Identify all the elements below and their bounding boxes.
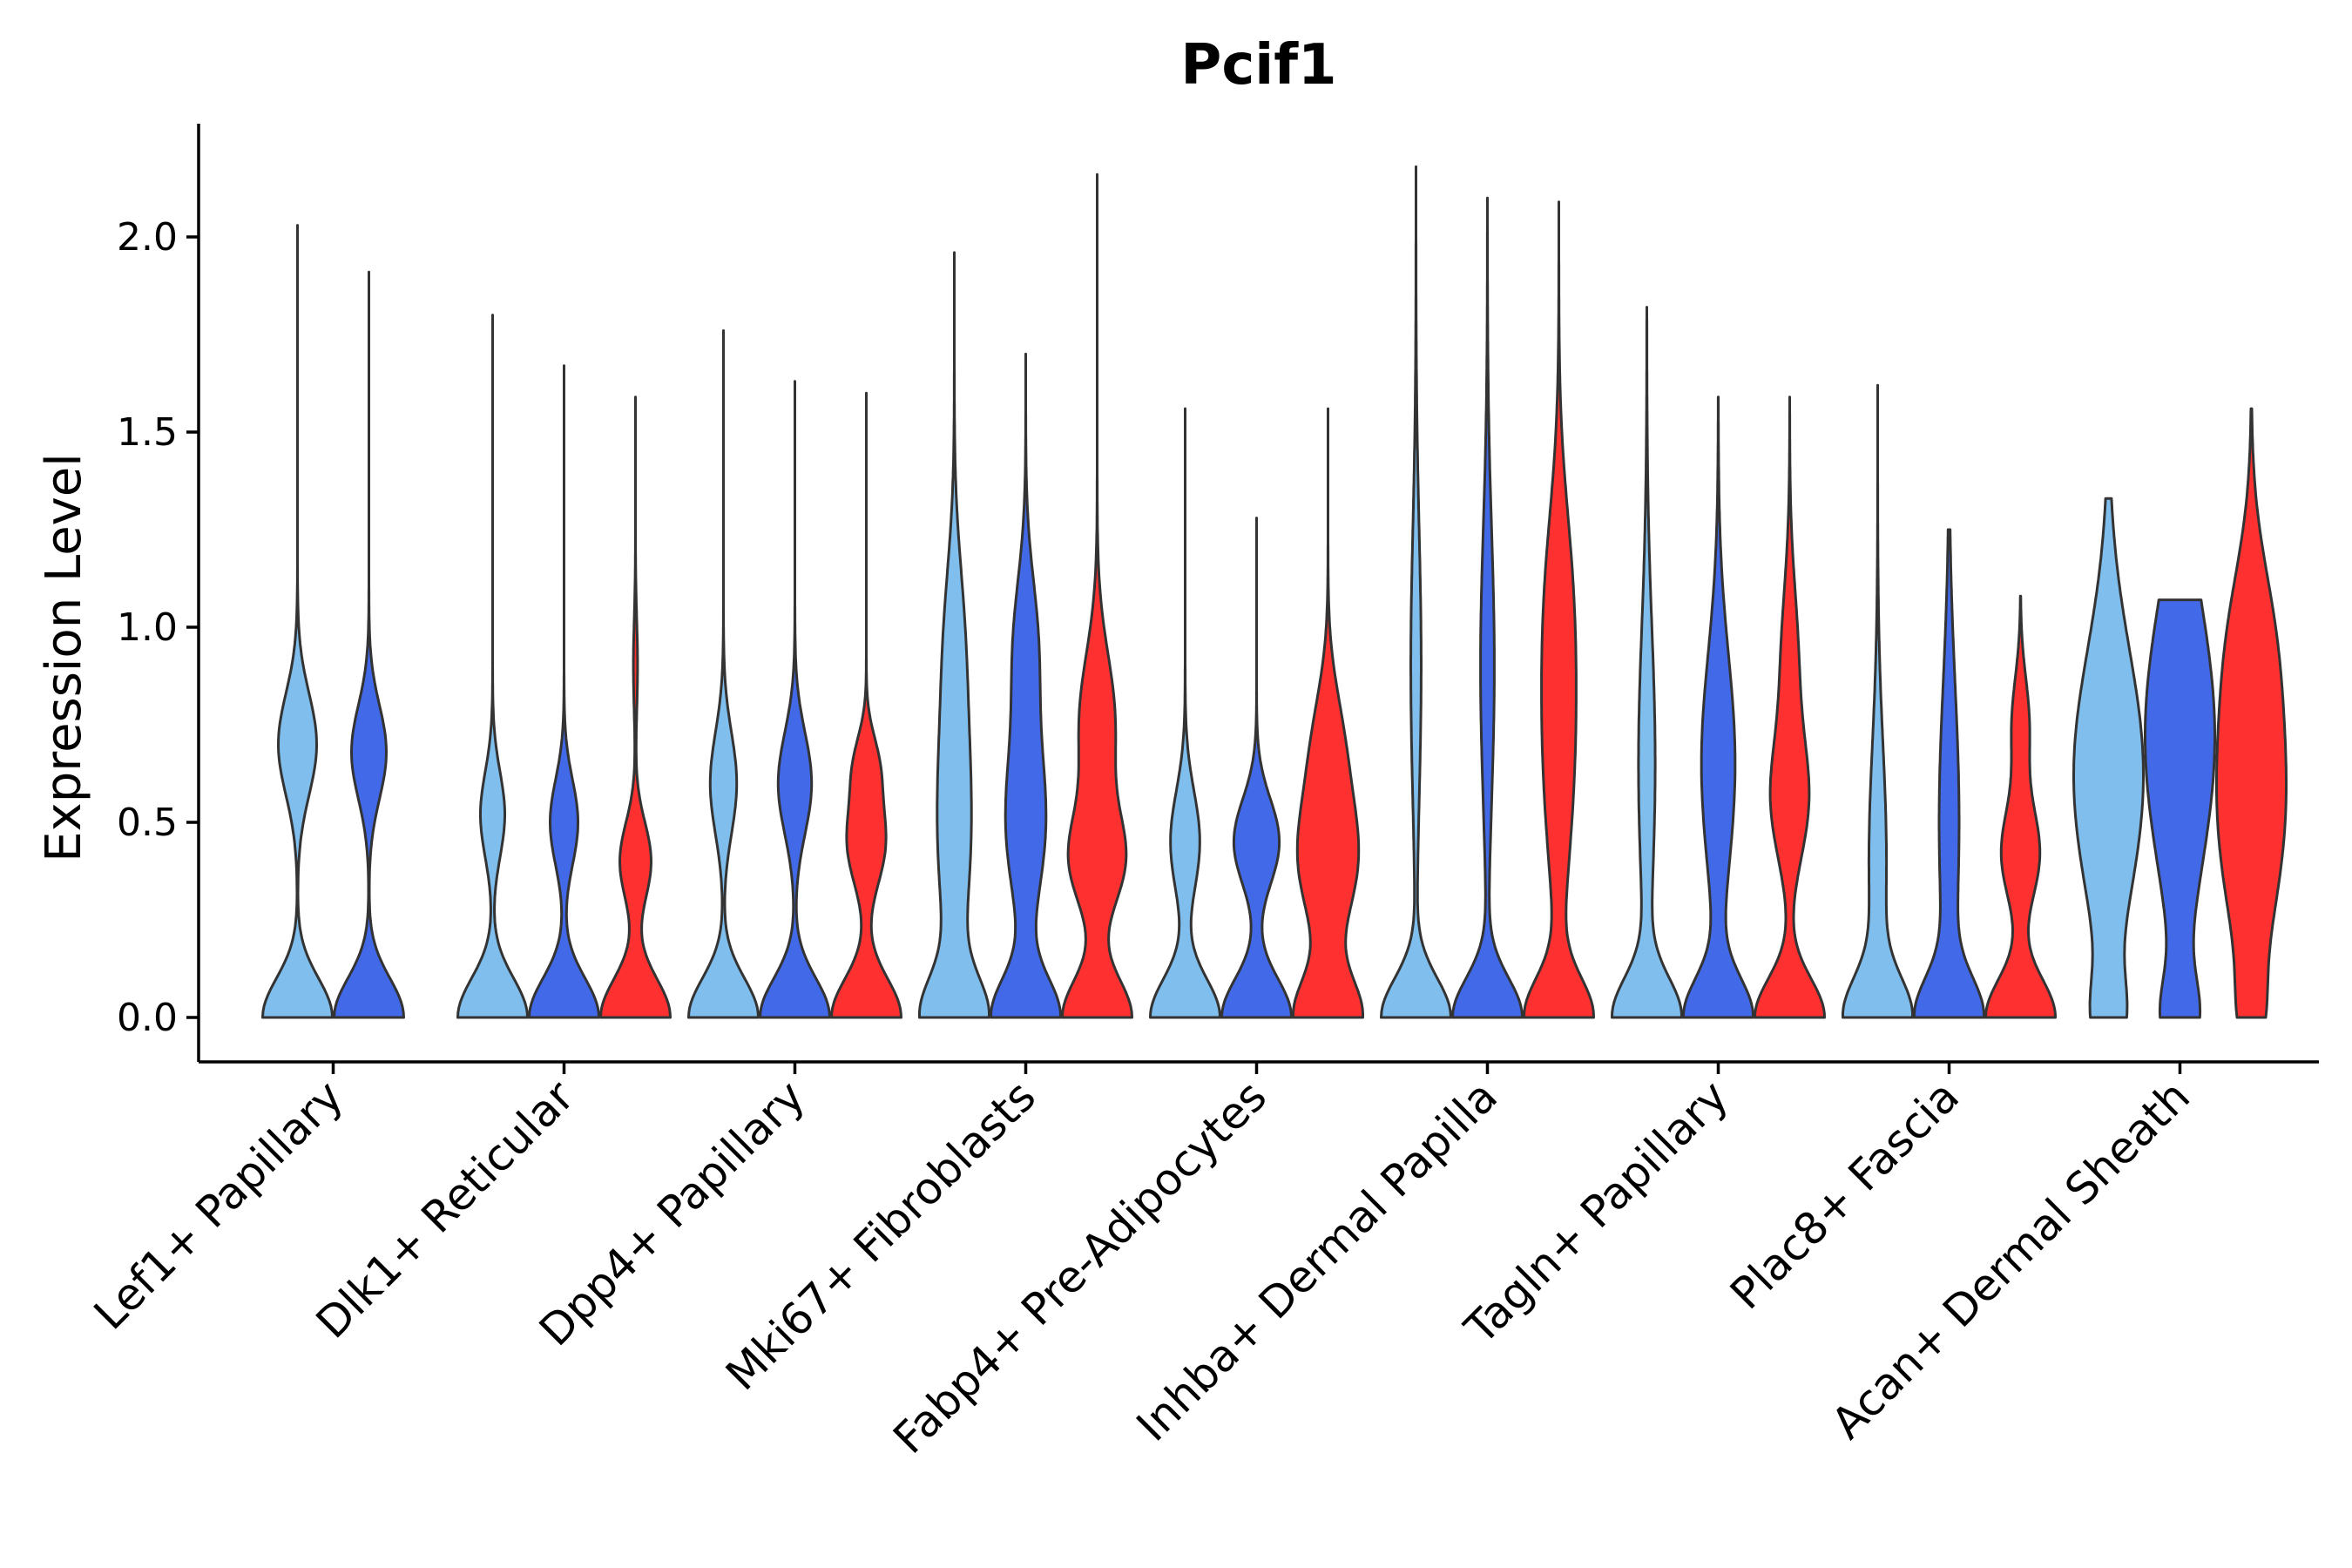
violin-8-3	[1984, 594, 2057, 1019]
violin-9-3	[2215, 407, 2288, 1019]
violin-5-2	[1220, 517, 1293, 1019]
violin-7-2	[1682, 395, 1754, 1019]
violin-7-3	[1754, 395, 1826, 1019]
violin-2-1	[456, 314, 529, 1019]
y-tick-label: 2.0	[117, 215, 178, 260]
y-ticks-group: 0.0 0.5 1.0 1.5 2.0	[117, 215, 199, 1040]
x-tick-label: Fabp4+ Pre-Adipocytes	[883, 1071, 1276, 1463]
violins-group	[261, 165, 2288, 1019]
violin-6-1	[1380, 165, 1452, 1019]
violin-1-2	[333, 270, 405, 1019]
x-tick-label: Plac8+ Fascia	[1720, 1071, 1969, 1319]
y-tick-label: 1.0	[117, 605, 178, 650]
violin-3-2	[759, 380, 831, 1019]
violin-5-3	[1292, 407, 1364, 1019]
violin-2-3	[599, 395, 672, 1019]
violin-9-1	[2072, 497, 2145, 1019]
violin-3-3	[830, 391, 902, 1019]
violin-6-3	[1523, 200, 1595, 1019]
violin-5-1	[1149, 407, 1221, 1019]
x-tick-label: Lef1+ Papillary	[84, 1071, 353, 1339]
violin-4-2	[990, 352, 1062, 1019]
y-tick-label: 1.5	[117, 410, 178, 455]
violin-8-1	[1842, 383, 1914, 1019]
violin-6-2	[1451, 196, 1524, 1019]
y-tick-label: 0.0	[117, 996, 178, 1040]
y-tick-label: 0.5	[117, 801, 178, 845]
violin-3-1	[687, 329, 760, 1019]
violin-7-1	[1611, 306, 1683, 1019]
violin-2-2	[528, 364, 600, 1019]
violin-9-2	[2144, 598, 2216, 1019]
violin-1-1	[261, 224, 334, 1019]
violin-4-1	[918, 251, 990, 1019]
chart-title: Pcif1	[1180, 33, 1336, 98]
violin-4-3	[1061, 172, 1133, 1019]
y-axis-label: Expression Level	[36, 453, 92, 862]
violin-8-2	[1913, 528, 1985, 1019]
